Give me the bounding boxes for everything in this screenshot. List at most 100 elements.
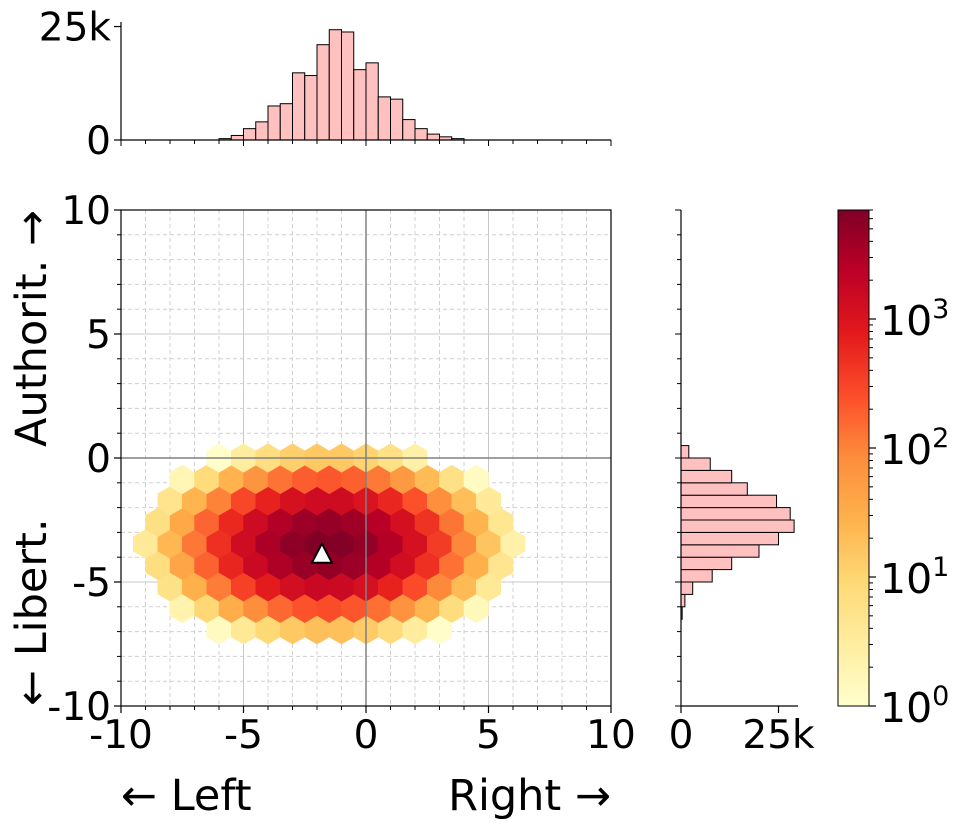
top-histogram-bar bbox=[377, 96, 391, 141]
main-plot: -10 -5 0 5 10 -10 -5 0 5 10 bbox=[47, 189, 636, 758]
hexbin-cell bbox=[329, 572, 354, 602]
y-tick-label: 0 bbox=[86, 437, 111, 482]
main-x-ticks: -10 -5 0 5 10 bbox=[89, 706, 636, 758]
hexbin-cell bbox=[218, 464, 244, 495]
hexbin-cell bbox=[133, 529, 158, 559]
hexbin-cell bbox=[378, 486, 403, 516]
hexbin-layer bbox=[133, 443, 526, 645]
hexbin-cell bbox=[439, 507, 465, 538]
hexbin-cell bbox=[427, 615, 452, 645]
hexbin-cell bbox=[463, 464, 489, 495]
top-histogram-bar bbox=[365, 62, 379, 141]
hexbin-cell bbox=[267, 593, 293, 623]
hexbin-cell bbox=[169, 464, 195, 495]
colorbar-tick-label: 103 bbox=[880, 294, 949, 345]
colorbar-gradient bbox=[837, 209, 870, 707]
hexbin-cell bbox=[267, 464, 293, 495]
y-label-bottom: ← Libert. bbox=[7, 518, 57, 706]
hexbin-cell bbox=[255, 529, 281, 559]
right-histogram-bar bbox=[680, 556, 733, 571]
top-histogram-axes: 0 25k bbox=[39, 6, 612, 164]
top-histogram-y-tick-label: 0 bbox=[86, 119, 111, 164]
hexbin-cell bbox=[169, 550, 195, 580]
hexbin-cell bbox=[206, 615, 232, 645]
y-tick-label: 5 bbox=[86, 313, 111, 358]
hexbin-cell bbox=[157, 529, 183, 559]
hexbin-cell bbox=[476, 529, 501, 559]
hexbin-cell bbox=[341, 507, 367, 538]
hexbin-cell bbox=[255, 615, 281, 645]
hexbin-cell bbox=[414, 593, 440, 623]
hexbin-cell bbox=[439, 593, 465, 623]
hexbin-cell bbox=[451, 486, 477, 516]
top-histogram-bar bbox=[402, 119, 416, 141]
hexbin-cell bbox=[414, 550, 440, 580]
hexbin-cell bbox=[304, 486, 330, 516]
colorbar-tick-label: 101 bbox=[880, 552, 949, 603]
colorbar-tick-exponent: 0 bbox=[932, 681, 949, 712]
hexbin-cell bbox=[206, 572, 232, 602]
hexbin-cell bbox=[243, 593, 269, 623]
hexbin-cell bbox=[427, 572, 452, 602]
hexbin-cell bbox=[243, 507, 269, 538]
right-histogram-axes: 0 25k bbox=[669, 209, 815, 758]
hexbin-cell bbox=[427, 529, 452, 559]
hexbin-cell bbox=[145, 507, 171, 538]
hexbin-cell bbox=[157, 486, 183, 516]
hexbin-cell bbox=[365, 507, 391, 538]
hexbin-cell bbox=[194, 507, 220, 538]
y-tick-label: -5 bbox=[72, 561, 111, 606]
hexbin-cell bbox=[218, 507, 244, 538]
hexbin-cell bbox=[365, 550, 391, 580]
colorbar-tick-exponent: 3 bbox=[932, 294, 949, 325]
right-histogram-bar bbox=[680, 494, 778, 509]
x-label-right: Right → bbox=[448, 771, 611, 821]
top-histogram-bar bbox=[414, 128, 428, 141]
right-histogram-bar bbox=[680, 544, 760, 558]
main-y-ticks: -10 -5 0 5 10 bbox=[47, 189, 121, 730]
right-histogram: 0 25k bbox=[669, 209, 815, 758]
zero-lines bbox=[121, 210, 611, 706]
top-histogram-bar bbox=[243, 128, 257, 141]
hexbin-cell bbox=[427, 486, 452, 516]
top-histogram-bar bbox=[292, 72, 306, 141]
hexbin-cell bbox=[304, 615, 330, 645]
y-label-top: Authorit. → bbox=[7, 210, 57, 447]
hexbin-cell bbox=[463, 507, 489, 538]
hexbin-cell bbox=[329, 529, 354, 559]
right-histogram-bar bbox=[680, 445, 690, 459]
hexbin-cell bbox=[194, 550, 220, 580]
hexbin-cell bbox=[390, 550, 416, 580]
top-histogram-bar bbox=[304, 75, 318, 141]
hexbin-cell bbox=[316, 593, 342, 623]
hexbin-cell bbox=[341, 593, 367, 623]
top-histogram-bar bbox=[255, 121, 269, 141]
top-histogram-bar bbox=[230, 134, 244, 141]
hexbin-cell bbox=[390, 507, 416, 538]
x-tick-label: 5 bbox=[476, 713, 501, 758]
hexbin-cell bbox=[414, 464, 440, 495]
hexbin-cell bbox=[378, 615, 403, 645]
hexbin-cell bbox=[316, 464, 342, 495]
hexbin-cell bbox=[292, 507, 318, 538]
hexbin-cell bbox=[390, 464, 416, 495]
x-label-left: ← Left bbox=[121, 771, 252, 821]
hexbin-cell bbox=[500, 529, 526, 559]
right-histogram-bar bbox=[680, 569, 713, 583]
top-histogram-bar bbox=[341, 31, 355, 141]
hexbin-cell bbox=[231, 486, 256, 516]
y-tick-label: 10 bbox=[61, 189, 111, 234]
top-histogram-y-tick-label: 25k bbox=[39, 6, 112, 51]
hexbin-cell bbox=[169, 593, 195, 623]
right-histogram-bar bbox=[680, 469, 733, 484]
top-histogram-bars bbox=[218, 29, 465, 141]
right-histogram-bar bbox=[680, 519, 795, 533]
hexbin-cell bbox=[206, 486, 232, 516]
hexbin-cell bbox=[341, 464, 367, 495]
hexbin-cell bbox=[218, 550, 244, 580]
hexbin-cell bbox=[439, 550, 465, 580]
x-tick-label: 0 bbox=[354, 713, 379, 758]
hexbin-cell bbox=[390, 593, 416, 623]
